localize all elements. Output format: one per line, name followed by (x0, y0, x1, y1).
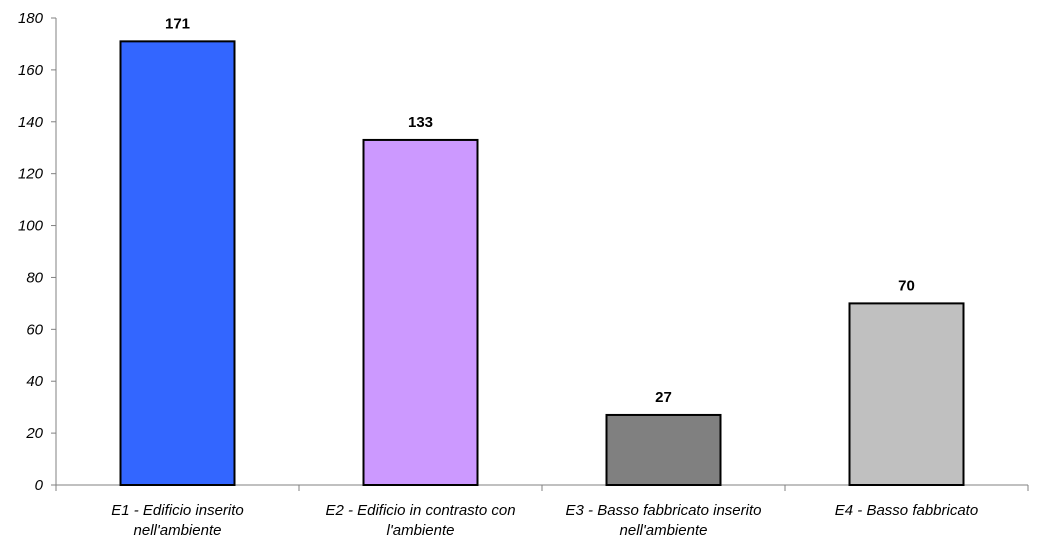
y-tick-label: 160 (18, 62, 44, 79)
y-tick-label: 180 (18, 10, 44, 27)
data-label: 171 (165, 15, 190, 32)
bar (121, 41, 235, 485)
data-label: 133 (408, 114, 433, 131)
data-labels: 171 133 27 70 (165, 15, 915, 406)
data-label: 27 (655, 389, 672, 406)
x-tick-label: E3 - Basso fabbricato inserito nell'ambie… (566, 502, 762, 539)
bar (607, 415, 721, 485)
y-tick-label: 120 (18, 166, 44, 183)
y-tick-label: 40 (26, 373, 43, 390)
y-tick-label: 60 (26, 321, 43, 338)
x-tick-label: E1 - Edificio inserito nell'ambiente (111, 502, 244, 539)
y-tick-label: 140 (18, 114, 44, 131)
bar (850, 303, 964, 485)
y-tick-label: 100 (18, 218, 44, 235)
y-tick-label: 80 (26, 269, 43, 286)
x-tick-label: E2 - Edificio in contrasto con l'ambiente (325, 502, 515, 539)
y-tick-label: 0 (35, 477, 44, 494)
y-axis: 0 20 40 60 80 100 120 140 160 180 (18, 10, 56, 494)
bar (364, 140, 478, 485)
x-axis: E1 - Edificio inserito nell'ambiente E2 - … (56, 485, 1028, 539)
y-tick-label: 20 (25, 425, 43, 442)
x-tick-label: E4 - Basso fabbricato (835, 502, 978, 519)
bars (121, 41, 964, 485)
data-label: 70 (898, 277, 915, 294)
